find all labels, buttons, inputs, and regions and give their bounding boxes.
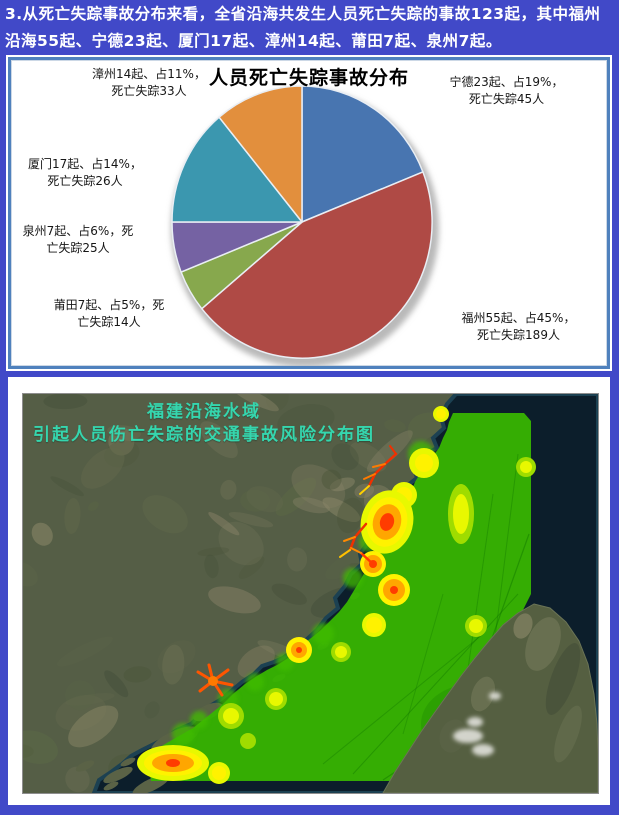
pie-label-quanzhou: 泉州7起、占6%，死 亡失踪25人 [22, 224, 134, 255]
map-title-line1: 福建沿海水域 [147, 402, 261, 422]
map-title: 福建沿海水域 引起人员伤亡失踪的交通事故风险分布图 [18, 401, 390, 447]
pie-label-putian: 莆田7起、占5%，死 亡失踪14人 [53, 298, 165, 329]
header-text: 3.从死亡失踪事故分布来看，全省沿海共发生人员死亡失踪的事故123起，其中福州沿… [5, 5, 601, 50]
pie-chart-title: 人员死亡失踪事故分布 [208, 67, 409, 89]
pie-chart-panel: 人员死亡失踪事故分布 漳州14起、占11%， 死亡失踪33人 宁德23起、占19… [8, 57, 610, 369]
pie-label-ningde: 宁德23起、占19%， 死亡失踪45人 [449, 75, 564, 106]
risk-map-svg [0, 214, 619, 815]
pie-label-fuzhou: 福州55起、占45%， 死亡失踪189人 [461, 311, 576, 342]
pie-label-xiamen: 厦门17起、占14%， 死亡失踪26人 [28, 157, 142, 188]
pie-label-zhangzhou: 漳州14起、占11%， 死亡失踪33人 [92, 67, 206, 98]
risk-map-panel: 福建沿海水域 引起人员伤亡失踪的交通事故风险分布图 [0, 214, 619, 815]
map-title-line2: 引起人员伤亡失踪的交通事故风险分布图 [33, 425, 375, 445]
satellite-map [0, 214, 619, 815]
pie-chart-svg [171, 85, 439, 366]
